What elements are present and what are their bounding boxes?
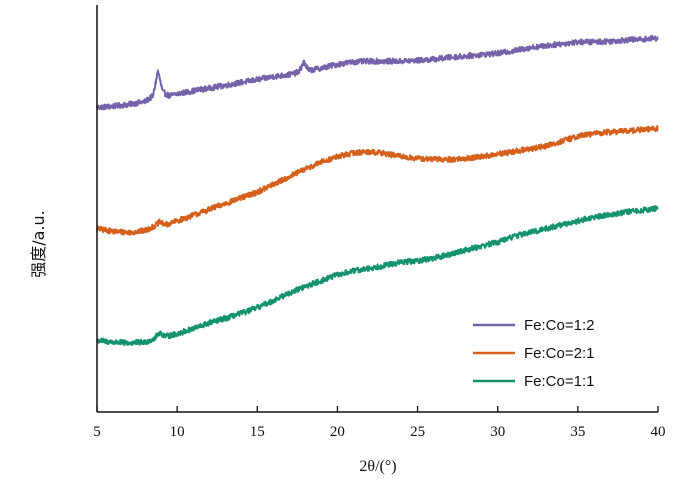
legend-label: Fe:Co=2:1 (524, 345, 594, 362)
x-tick-label: 25 (410, 424, 425, 440)
x-tick-label: 10 (170, 424, 185, 440)
x-tick-label: 35 (570, 424, 585, 440)
legend-label: Fe:Co=1:1 (524, 373, 594, 390)
x-ticks: 5 10 15 20 25 30 35 40 (93, 406, 666, 440)
y-axis-title: 强度/a.u. (29, 210, 48, 278)
series-line-2 (96, 125, 659, 236)
x-tick-label: 20 (330, 424, 345, 440)
x-tick-label: 30 (490, 424, 505, 440)
series-line-1 (96, 34, 659, 111)
legend: Fe:Co=1:2 Fe:Co=2:1 Fe:Co=1:1 (473, 317, 594, 390)
series-layer (96, 34, 659, 347)
x-tick-label: 15 (250, 424, 265, 440)
legend-label: Fe:Co=1:2 (524, 317, 594, 334)
axes-layer (96, 5, 658, 413)
x-tick-label: 5 (93, 424, 101, 440)
series-line-3 (96, 205, 659, 347)
x-axis-title: 2θ/(°) (359, 458, 396, 475)
x-tick-label: 40 (651, 424, 666, 440)
